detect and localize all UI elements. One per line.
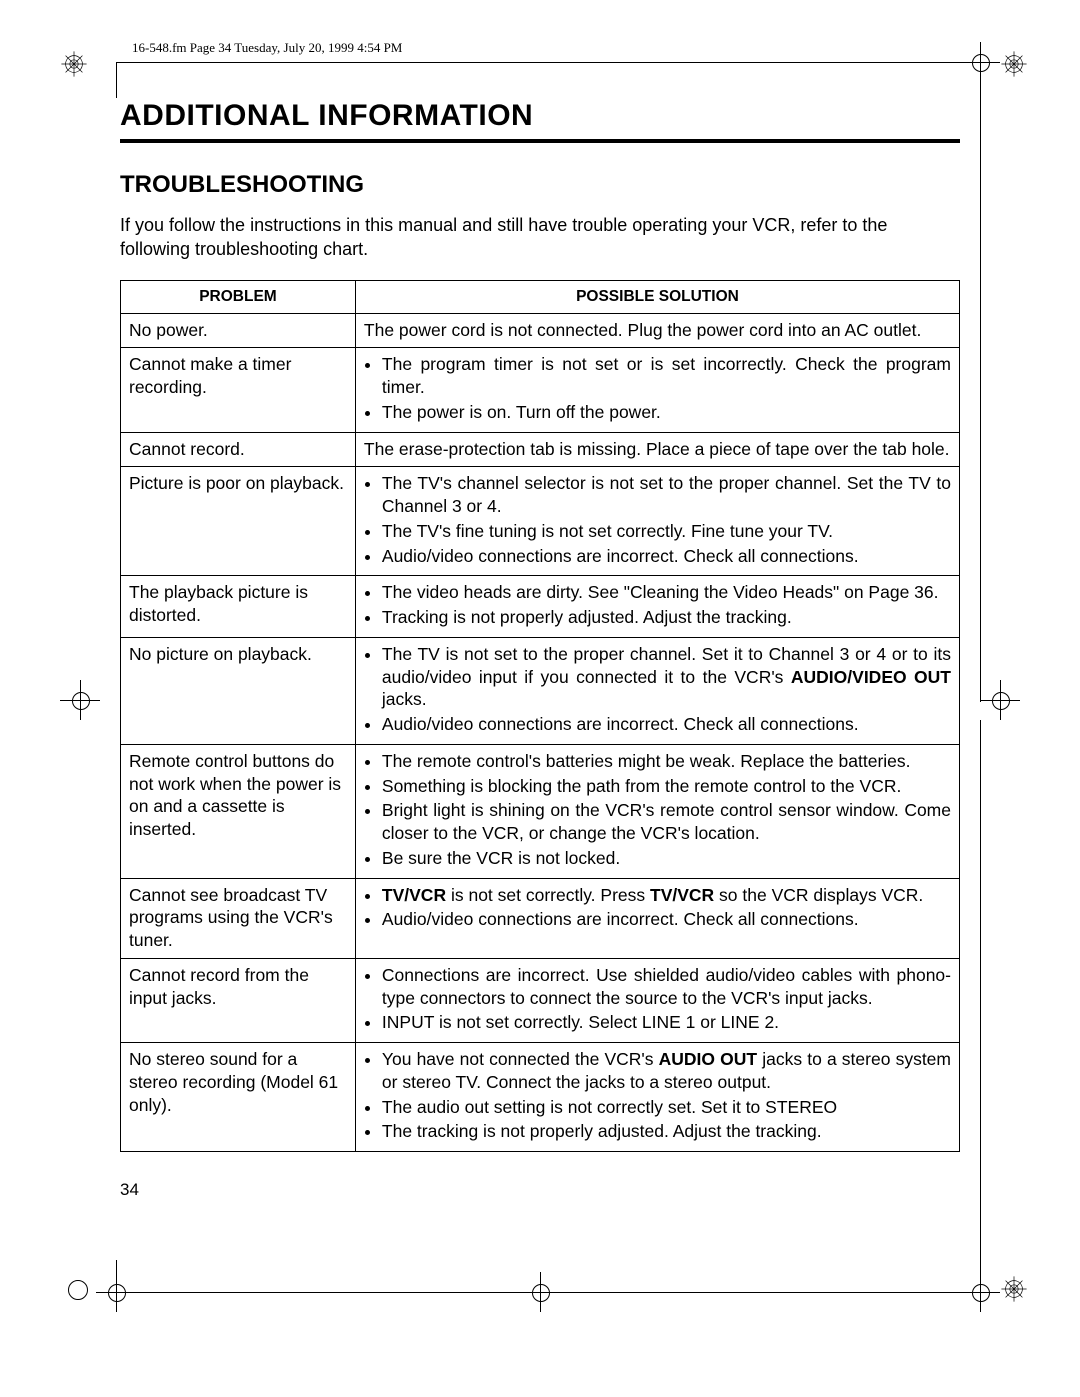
solution-bullet: TV/VCR is not set correctly. Press TV/VC…: [382, 884, 951, 907]
problem-cell: No picture on playback.: [121, 637, 356, 744]
solution-bullet: The program timer is not set or is set i…: [382, 353, 951, 399]
problem-cell: Cannot see broadcast TV programs using t…: [121, 878, 356, 958]
solution-bullet: The TV's channel selector is not set to …: [382, 472, 951, 518]
title-rule: [120, 139, 960, 143]
solution-bullet: The power is on. Turn off the power.: [382, 401, 951, 424]
problem-cell: No power.: [121, 313, 356, 348]
solution-cell: TV/VCR is not set correctly. Press TV/VC…: [355, 878, 959, 958]
solution-cell: Connections are incorrect. Use shielded …: [355, 958, 959, 1042]
table-row: Cannot record from the input jacks. Conne…: [121, 958, 960, 1042]
solution-bullet: The audio out setting is not correctly s…: [382, 1096, 951, 1119]
section-title: TROUBLESHOOTING: [120, 171, 960, 199]
troubleshooting-table: PROBLEM POSSIBLE SOLUTION No power.The p…: [120, 280, 960, 1153]
solution-bullet: The tracking is not properly adjusted. A…: [382, 1120, 951, 1143]
cropmark-top-right: [960, 42, 1000, 82]
problem-cell: Picture is poor on playback.: [121, 467, 356, 576]
solution-bullet: Audio/video connections are incorrect. C…: [382, 908, 951, 931]
solution-cell: The video heads are dirty. See "Cleaning…: [355, 576, 959, 638]
problem-cell: Remote control buttons do not work when …: [121, 744, 356, 878]
solution-cell: The TV's channel selector is not set to …: [355, 467, 959, 576]
cropmark-mid-right: [980, 680, 1020, 720]
table-row: No stereo sound for a stereo recording (…: [121, 1043, 960, 1152]
crop-frame-top-left-v: [116, 62, 117, 98]
solution-bullet: Audio/video connections are incorrect. C…: [382, 713, 951, 736]
crop-frame-bottom-l: [130, 1292, 530, 1293]
solution-cell: The remote control's batteries might be …: [355, 744, 959, 878]
ornament-bottom-right: [1000, 1275, 1028, 1303]
table-row: Remote control buttons do not work when …: [121, 744, 960, 878]
ornament-bl-small: [68, 1280, 88, 1300]
th-problem: PROBLEM: [121, 280, 356, 313]
solution-bullet: Bright light is shining on the VCR's rem…: [382, 799, 951, 845]
solution-bullet: Connections are incorrect. Use shielded …: [382, 964, 951, 1010]
page-number: 34: [120, 1180, 960, 1200]
solution-cell: The erase-protection tab is missing. Pla…: [355, 432, 959, 467]
solution-bullet: Be sure the VCR is not locked.: [382, 847, 951, 870]
solution-bullet: The video heads are dirty. See "Cleaning…: [382, 581, 951, 604]
solution-bullet: You have not connected the VCR's AUDIO O…: [382, 1048, 951, 1094]
cropmark-mid-left: [60, 680, 100, 720]
intro-paragraph: If you follow the instructions in this m…: [120, 213, 960, 262]
table-row: Picture is poor on playback. The TV's cha…: [121, 467, 960, 576]
solution-bullet: The TV is not set to the proper channel.…: [382, 643, 951, 711]
solution-bullet: Tracking is not properly adjusted. Adjus…: [382, 606, 951, 629]
table-row: Cannot see broadcast TV programs using t…: [121, 878, 960, 958]
table-row: The playback picture is distorted. The vi…: [121, 576, 960, 638]
crop-frame-right-v: [980, 62, 981, 702]
ornament-top-right: [1000, 50, 1028, 78]
ornament-top-left: [60, 50, 88, 78]
solution-cell: The power cord is not connected. Plug th…: [355, 313, 959, 348]
solution-bullet: Something is blocking the path from the …: [382, 775, 951, 798]
solution-cell: The program timer is not set or is set i…: [355, 348, 959, 432]
solution-bullet: The remote control's batteries might be …: [382, 750, 951, 773]
crop-frame-bottom-r: [558, 1292, 962, 1293]
problem-cell: Cannot make a timer recording.: [121, 348, 356, 432]
table-row: No picture on playback. The TV is not set…: [121, 637, 960, 744]
th-solution: POSSIBLE SOLUTION: [355, 280, 959, 313]
problem-cell: No stereo sound for a stereo recording (…: [121, 1043, 356, 1152]
solution-bullet: Audio/video connections are incorrect. C…: [382, 545, 951, 568]
solution-bullet: The TV's fine tuning is not set correctl…: [382, 520, 951, 543]
crop-frame-right-v2: [980, 720, 981, 1290]
table-row: Cannot record.The erase-protection tab i…: [121, 432, 960, 467]
problem-cell: Cannot record from the input jacks.: [121, 958, 356, 1042]
solution-cell: You have not connected the VCR's AUDIO O…: [355, 1043, 959, 1152]
page-title: ADDITIONAL INFORMATION: [120, 99, 960, 133]
problem-cell: The playback picture is distorted.: [121, 576, 356, 638]
solution-cell: The TV is not set to the proper channel.…: [355, 637, 959, 744]
page-content: 16-548.fm Page 34 Tuesday, July 20, 1999…: [120, 40, 960, 1200]
table-row: Cannot make a timer recording. The progra…: [121, 348, 960, 432]
solution-bullet: INPUT is not set correctly. Select LINE …: [382, 1011, 951, 1034]
cropmark-bottom-right: [960, 1272, 1000, 1312]
header-rule: [120, 62, 960, 63]
running-head: 16-548.fm Page 34 Tuesday, July 20, 1999…: [132, 40, 960, 56]
table-row: No power.The power cord is not connected…: [121, 313, 960, 348]
problem-cell: Cannot record.: [121, 432, 356, 467]
cropmark-bottom-left: [96, 1272, 136, 1312]
cropmark-bottom-center: [520, 1272, 560, 1312]
